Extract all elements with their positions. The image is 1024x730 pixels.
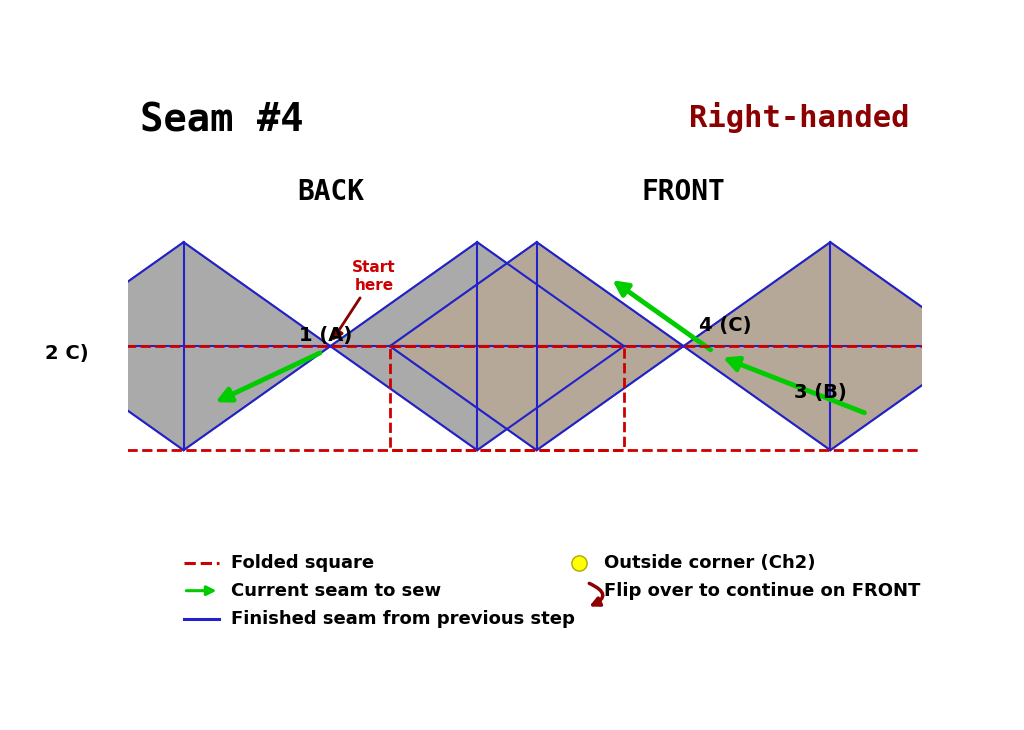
Text: Start
here: Start here xyxy=(334,261,396,339)
Text: 1 (A): 1 (A) xyxy=(299,326,352,345)
Text: Right-handed: Right-handed xyxy=(689,101,909,133)
Text: 2 C): 2 C) xyxy=(45,344,88,363)
Text: Seam #4: Seam #4 xyxy=(140,101,303,139)
Text: Outside corner (Ch2): Outside corner (Ch2) xyxy=(604,553,816,572)
Text: Folded square: Folded square xyxy=(231,553,375,572)
Text: 4 (C): 4 (C) xyxy=(699,315,752,334)
Polygon shape xyxy=(684,242,977,450)
Text: 3 (B): 3 (B) xyxy=(794,383,847,402)
Text: Finished seam from previous step: Finished seam from previous step xyxy=(231,610,575,628)
Text: Current seam to sew: Current seam to sew xyxy=(231,582,441,599)
Text: FRONT: FRONT xyxy=(642,177,725,206)
Polygon shape xyxy=(331,242,624,450)
Polygon shape xyxy=(390,242,684,450)
Text: Flip over to continue on FRONT: Flip over to continue on FRONT xyxy=(604,582,921,599)
Text: BACK: BACK xyxy=(297,177,364,206)
Polygon shape xyxy=(37,242,331,450)
